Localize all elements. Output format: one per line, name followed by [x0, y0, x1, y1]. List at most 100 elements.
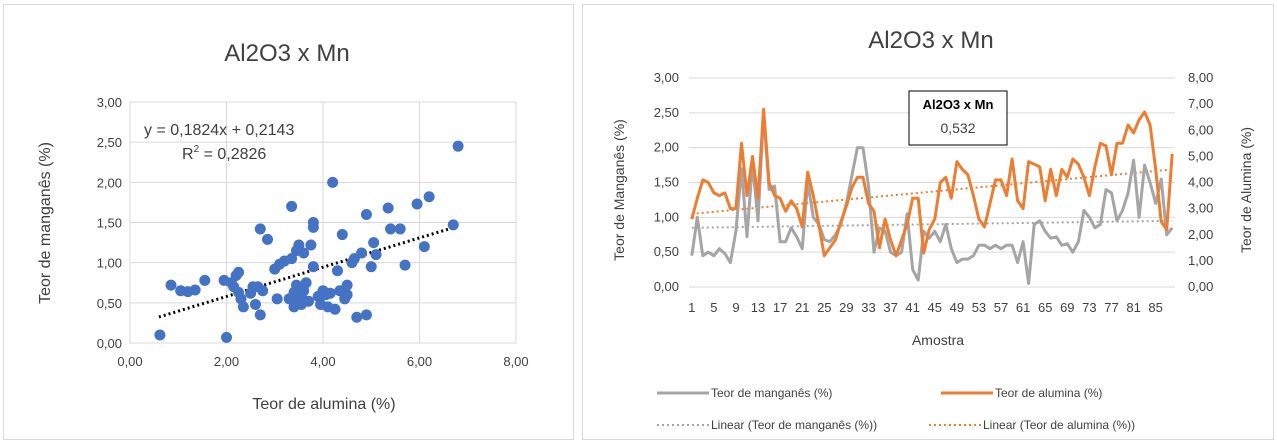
scatter-point	[370, 249, 382, 261]
scatter-point	[382, 202, 394, 214]
r-squared-superscript: 2	[194, 144, 200, 155]
line-chart: Al2O3 x Mn 0,00 0,50 1,00 1,50 2,00 2,50 3,00 0…	[611, 27, 1254, 432]
scatter-y-tick-label: 1,50	[97, 216, 122, 231]
line-x-tick-label: 13	[751, 300, 765, 315]
line-x-tick-label: 5	[710, 300, 717, 315]
scatter-chart-title: Al2O3 x Mn	[224, 40, 349, 67]
scatter-point	[356, 247, 368, 259]
scatter-x-axis-label: Teor de alumina (%)	[252, 396, 395, 413]
line-chart-panel: Al2O3 x Mn 0,00 0,50 1,00 1,50 2,00 2,50 3,00 0…	[582, 4, 1274, 440]
scatter-point	[286, 253, 298, 265]
scatter-point	[286, 200, 298, 212]
line-x-tick-label: 37	[883, 300, 897, 315]
line-left-y-tick-label: 0,50	[654, 244, 679, 259]
scatter-point	[351, 311, 363, 323]
scatter-y-tick-label: 2,00	[97, 175, 122, 190]
line-left-y-tick-label: 2,00	[654, 140, 679, 155]
r-squared-prefix: R	[182, 146, 194, 163]
scatter-point	[249, 298, 261, 310]
scatter-point	[300, 277, 312, 289]
scatter-chart-panel: Al2O3 x Mn 0,00 0,50 1,00 1,50 2,00 2,50 3,00 0…	[3, 4, 574, 440]
line-left-y-tick-label: 0,00	[654, 279, 679, 294]
scatter-point	[233, 266, 245, 278]
line-x-tick-label: 81	[1126, 300, 1140, 315]
line-right-y-tick-label: 7,00	[1188, 96, 1213, 111]
scatter-point	[293, 239, 305, 251]
scatter-point	[154, 329, 166, 341]
scatter-point	[254, 223, 266, 235]
scatter-point	[271, 293, 283, 305]
line-x-tick-label: 85	[1148, 300, 1162, 315]
line-chart-title: Al2O3 x Mn	[868, 27, 993, 54]
legend-label-manganes: Teor de manganês (%)	[711, 386, 832, 400]
line-x-tick-label: 65	[1038, 300, 1052, 315]
scatter-y-tick-label: 1,00	[97, 256, 122, 271]
scatter-point	[399, 259, 411, 271]
scatter-y-tick-label: 3,00	[97, 95, 122, 110]
line-x-tick-label: 77	[1104, 300, 1118, 315]
scatter-point	[262, 233, 274, 245]
scatter-point	[336, 229, 348, 241]
series-line-alumina	[690, 107, 1174, 258]
line-right-y-tick-label: 1,00	[1188, 253, 1213, 268]
scatter-x-tick-label: 6,00	[407, 354, 432, 369]
line-right-y-tick-label: 0,00	[1188, 279, 1213, 294]
scatter-point	[360, 208, 372, 220]
scatter-trendline	[158, 224, 459, 319]
scatter-point	[423, 191, 435, 203]
scatter-point	[341, 289, 353, 301]
line-x-tick-label: 1	[688, 300, 695, 315]
line-left-y-tick-label: 1,50	[654, 175, 679, 190]
scatter-point	[221, 331, 232, 343]
scatter-y-tick-label: 0,00	[97, 336, 122, 351]
line-chart-legend: Teor de manganês (%) Teor de alumina (%)…	[657, 386, 1135, 432]
scatter-point	[365, 261, 377, 273]
line-right-y-tick-label: 5,00	[1188, 148, 1213, 163]
scatter-point	[298, 247, 310, 259]
line-x-tick-label: 25	[817, 300, 831, 315]
line-x-tick-label: 45	[928, 300, 942, 315]
scatter-point	[385, 223, 397, 235]
scatter-point	[368, 237, 380, 249]
correlation-box	[908, 90, 1008, 146]
line-left-y-tick-label: 2,50	[654, 105, 679, 120]
scatter-point	[329, 303, 341, 315]
legend-label-linear-manganes: Linear (Teor de manganês (%))	[711, 418, 877, 432]
scatter-point	[411, 198, 423, 210]
line-right-y-tick-label: 4,00	[1188, 175, 1213, 190]
line-right-y-tick-label: 6,00	[1188, 122, 1213, 137]
scatter-y-axis-label: Teor de manganês (%)	[37, 142, 54, 304]
scatter-point	[237, 301, 249, 313]
line-x-tick-label: 41	[905, 300, 919, 315]
scatter-point	[257, 285, 269, 297]
scatter-point	[418, 241, 430, 253]
scatter-x-tick-label: 0,00	[117, 354, 142, 369]
line-x-tick-label: 29	[839, 300, 853, 315]
line-x-tick-label: 17	[773, 300, 787, 315]
trendline-r-squared: R2 = 0,2826	[182, 144, 266, 163]
scatter-point	[165, 279, 177, 291]
legend-label-alumina: Teor de alumina (%)	[995, 386, 1102, 400]
scatter-point	[307, 217, 319, 228]
line-right-y-axis-label: Teor de Alumina (%)	[1238, 127, 1254, 253]
scatter-point	[447, 219, 459, 231]
scatter-x-tick-label: 2,00	[214, 354, 239, 369]
line-right-y-tick-label: 8,00	[1188, 70, 1213, 85]
scatter-y-tick-label: 0,50	[97, 296, 122, 311]
correlation-annotation: Al2O3 x Mn 0,532	[908, 90, 1008, 146]
scatter-point	[324, 287, 336, 299]
line-x-tick-label: 61	[1016, 300, 1030, 315]
r-squared-value: = 0,2826	[199, 146, 266, 163]
line-x-tick-label: 21	[795, 300, 809, 315]
line-x-tick-label: 69	[1060, 300, 1074, 315]
scatter-point	[331, 265, 343, 277]
correlation-title: Al2O3 x Mn	[923, 97, 994, 112]
line-x-tick-label: 73	[1082, 300, 1096, 315]
line-right-y-tick-label: 3,00	[1188, 201, 1213, 216]
line-left-y-tick-label: 3,00	[654, 70, 679, 85]
scatter-point	[327, 176, 339, 188]
scatter-point	[394, 223, 406, 235]
scatter-x-tick-label: 4,00	[310, 354, 335, 369]
scatter-point	[189, 284, 201, 296]
line-x-tick-label: 49	[950, 300, 964, 315]
